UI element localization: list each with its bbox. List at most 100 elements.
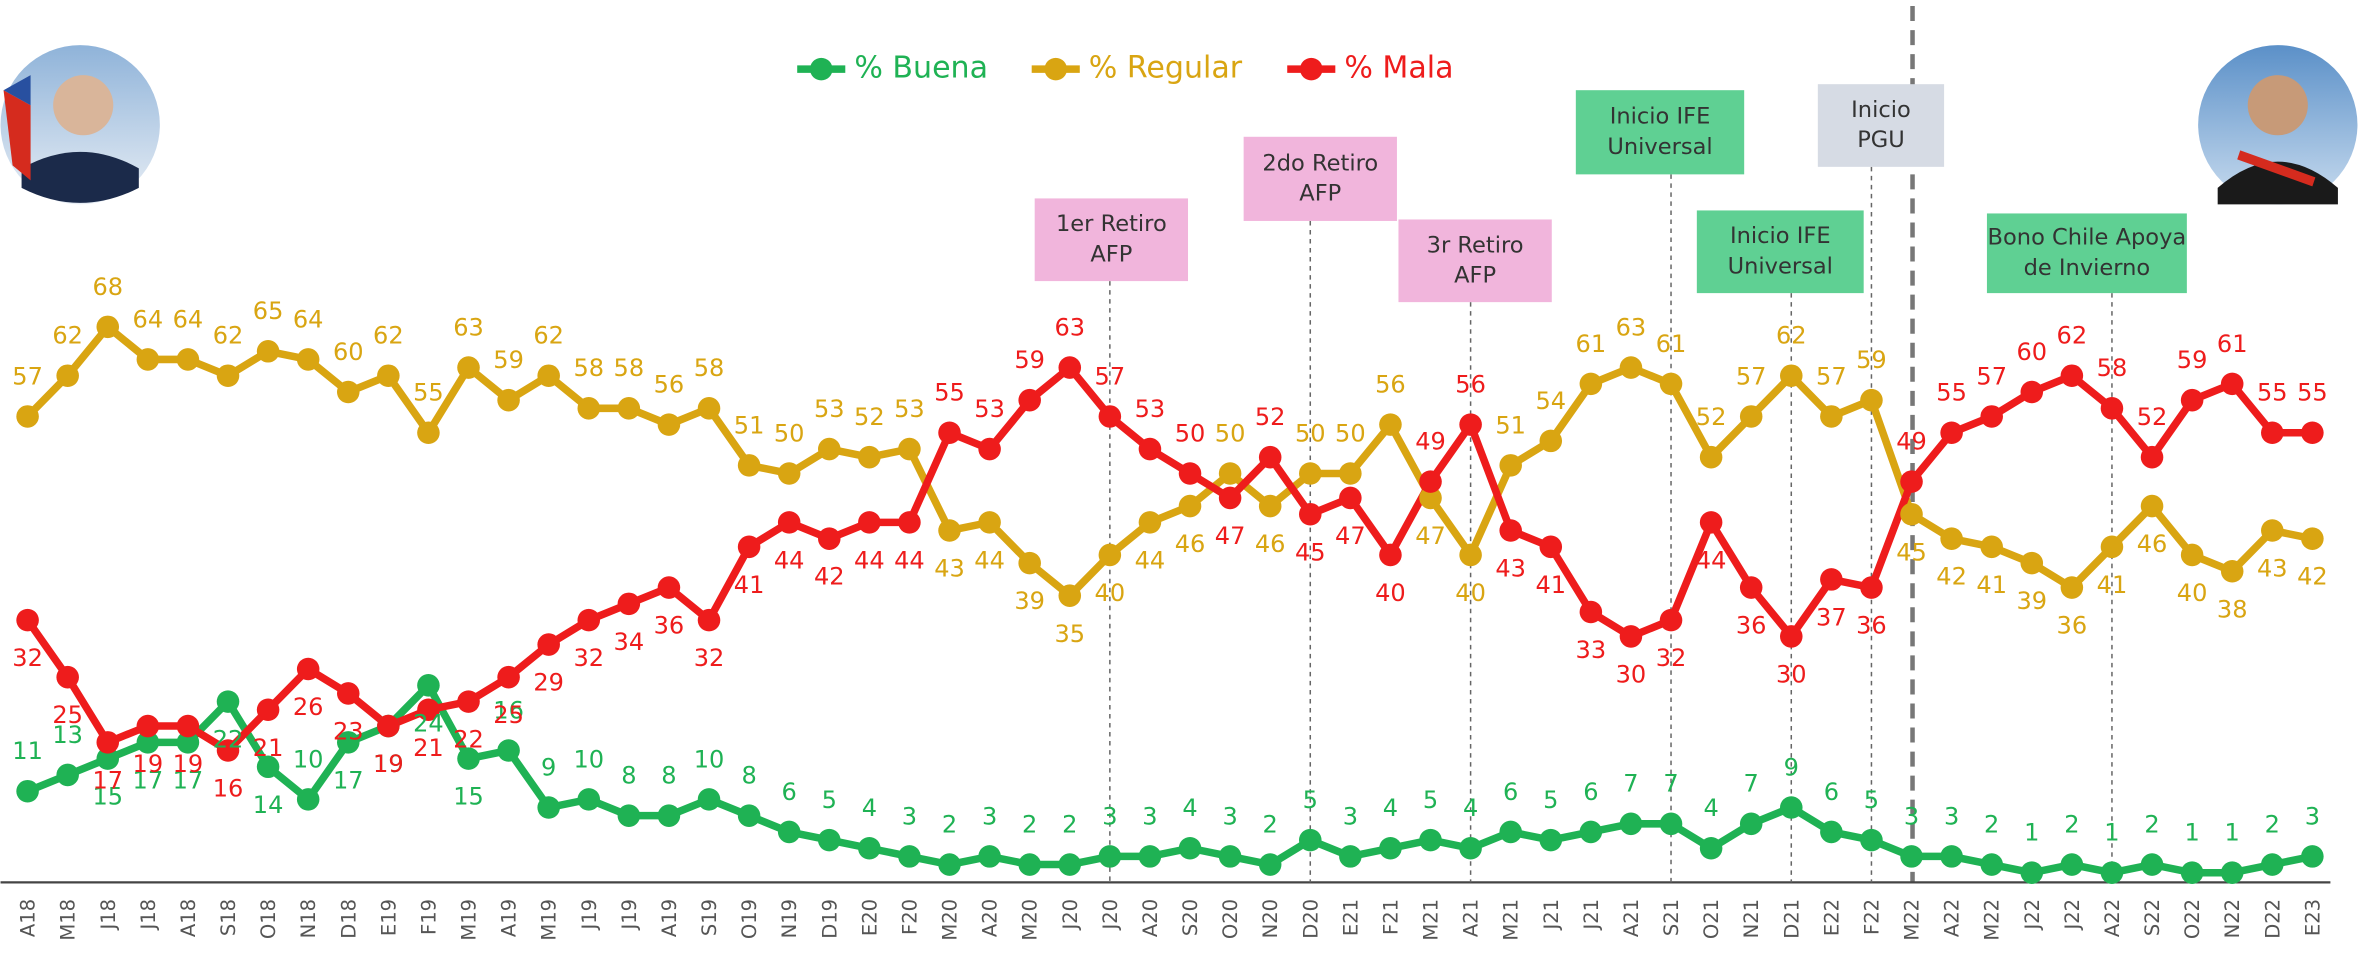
data-label: 36: [654, 612, 685, 640]
data-point: [2181, 544, 2204, 567]
data-point: [1700, 446, 1723, 469]
data-point: [778, 462, 801, 485]
data-point: [1740, 405, 1763, 428]
x-tick-label: J21: [1580, 899, 1603, 932]
data-point: [1900, 845, 1923, 868]
data-label: 41: [1535, 571, 1566, 599]
data-label: 29: [533, 669, 564, 697]
data-label: 44: [894, 546, 925, 574]
data-label: 36: [2057, 612, 2088, 640]
data-label: 38: [2217, 595, 2248, 623]
data-label: 6: [1583, 778, 1598, 806]
data-label: 50: [774, 419, 805, 447]
data-label: 62: [373, 322, 404, 350]
data-label: 64: [173, 305, 204, 333]
data-point: [818, 829, 841, 852]
data-point: [2181, 389, 2204, 412]
data-point: [1179, 462, 1202, 485]
data-point: [1419, 470, 1442, 493]
data-label: 53: [894, 395, 925, 423]
data-label: 47: [1335, 522, 1366, 550]
data-label: 36: [1856, 612, 1887, 640]
data-label: 49: [1896, 428, 1927, 456]
data-point: [1259, 495, 1282, 518]
data-point: [497, 666, 520, 689]
data-label: 42: [2297, 563, 2328, 591]
data-point: [1620, 813, 1643, 836]
data-label: 21: [413, 734, 444, 762]
data-label: 50: [1215, 419, 1246, 447]
data-point: [417, 421, 440, 444]
data-point: [1980, 405, 2003, 428]
data-point: [1219, 845, 1242, 868]
data-label: 61: [1656, 330, 1687, 358]
data-point: [537, 796, 560, 819]
data-label: 41: [734, 571, 765, 599]
data-label: 65: [253, 297, 284, 325]
data-point: [2261, 519, 2284, 542]
data-label: 56: [1455, 371, 1486, 399]
x-tick-label: J19: [618, 899, 641, 932]
data-label: 44: [1135, 546, 1166, 574]
data-point: [898, 845, 921, 868]
data-label: 55: [934, 379, 965, 407]
data-label: 32: [694, 644, 725, 672]
data-label: 21: [253, 734, 284, 762]
data-point: [1259, 446, 1282, 469]
data-label: 9: [1784, 753, 1799, 781]
data-label: 50: [1335, 419, 1366, 447]
x-tick-label: D22: [2261, 899, 2284, 939]
data-point: [1820, 405, 1843, 428]
data-label: 46: [2137, 530, 2168, 558]
x-tick-label: A21: [1620, 899, 1643, 937]
data-label: 42: [1936, 563, 1967, 591]
data-point: [978, 438, 1001, 461]
data-point: [2141, 446, 2164, 469]
x-tick-label: O20: [1219, 899, 1242, 939]
data-point: [938, 853, 961, 876]
data-point: [1499, 519, 1522, 542]
annotation-text: Universal: [1607, 134, 1712, 160]
data-point: [778, 821, 801, 844]
data-point: [818, 527, 841, 550]
data-label: 4: [1463, 794, 1478, 822]
data-label: 2: [1022, 810, 1037, 838]
x-tick-label: N19: [778, 899, 801, 938]
data-label: 46: [1255, 530, 1286, 558]
data-label: 47: [1415, 522, 1446, 550]
x-tick-label: A18: [177, 899, 200, 937]
data-label: 57: [1736, 362, 1767, 390]
data-label: 10: [293, 745, 324, 773]
data-point: [1820, 568, 1843, 591]
data-label: 8: [621, 762, 636, 790]
data-point: [1499, 821, 1522, 844]
data-point: [16, 405, 39, 428]
x-tick-label: D20: [1299, 899, 1322, 939]
data-label: 40: [2177, 579, 2208, 607]
data-point: [577, 609, 600, 632]
annotation-text: PGU: [1857, 127, 1905, 153]
data-label: 33: [1576, 636, 1607, 664]
portrait-right: [2198, 45, 2357, 204]
x-tick-label: E22: [1820, 899, 1843, 936]
data-point: [297, 658, 320, 681]
data-label: 42: [814, 563, 845, 591]
data-point: [1259, 853, 1282, 876]
data-point: [217, 690, 240, 713]
x-tick-label: F21: [1379, 899, 1402, 935]
x-tick-label: O21: [1700, 899, 1723, 939]
x-tick-label: A19: [658, 899, 681, 937]
data-label: 36: [1736, 612, 1767, 640]
data-point: [1580, 601, 1603, 624]
data-label: 59: [1014, 346, 1045, 374]
data-label: 52: [2137, 403, 2168, 431]
data-label: 55: [413, 379, 444, 407]
data-label: 58: [573, 354, 604, 382]
legend-swatch-dot: [1300, 58, 1323, 81]
annotation-text: 3r Retiro: [1427, 232, 1524, 258]
data-point: [1580, 821, 1603, 844]
data-point: [698, 609, 721, 632]
data-point: [2021, 381, 2044, 404]
data-point: [56, 764, 79, 787]
data-point: [96, 316, 119, 339]
